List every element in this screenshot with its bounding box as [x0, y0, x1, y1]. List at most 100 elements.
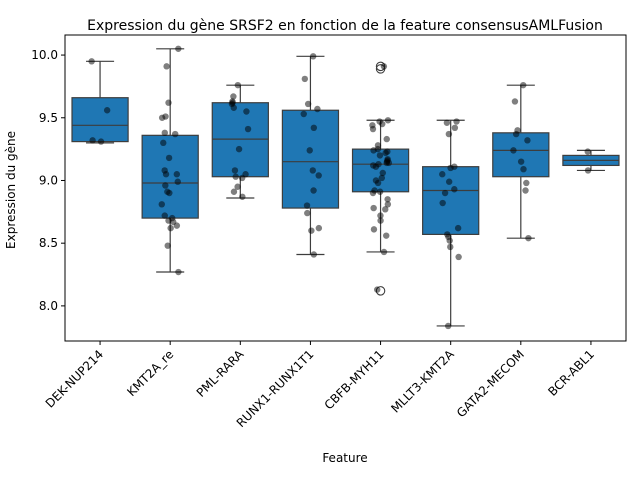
data-point — [383, 159, 390, 167]
data-point — [378, 174, 385, 182]
data-point — [314, 105, 321, 113]
data-point — [374, 179, 382, 187]
data-point — [166, 189, 173, 197]
box-iqr — [211, 102, 269, 178]
data-point — [244, 125, 252, 133]
data-point — [453, 118, 460, 125]
data-point — [372, 163, 380, 170]
y-tick-label: 9.5 — [39, 111, 58, 125]
data-point — [301, 75, 309, 83]
data-point — [164, 242, 171, 249]
data-point — [97, 138, 105, 145]
data-point — [158, 114, 166, 121]
axes-frame — [64, 34, 627, 342]
data-point — [175, 268, 182, 276]
data-point — [370, 226, 378, 233]
data-point — [523, 179, 530, 187]
data-point — [383, 232, 390, 239]
data-point — [162, 171, 170, 178]
data-point — [369, 189, 377, 197]
y-axis-label: Expression du gène — [4, 131, 18, 249]
data-point — [103, 107, 111, 114]
data-point — [234, 183, 241, 190]
data-point — [310, 187, 317, 194]
data-point — [239, 193, 246, 200]
data-point — [384, 201, 392, 208]
box-group — [71, 60, 129, 144]
data-point — [163, 63, 170, 70]
plot-area — [71, 45, 620, 330]
data-point — [370, 204, 377, 212]
data-point — [455, 253, 462, 261]
chart-title: Expression du gène SRSF2 en fonction de … — [87, 18, 603, 34]
data-point — [235, 145, 243, 153]
data-point — [451, 186, 458, 193]
data-point — [230, 104, 237, 111]
data-point — [520, 81, 527, 89]
data-point — [243, 108, 250, 115]
data-point — [384, 117, 392, 124]
data-point — [309, 53, 317, 60]
box-group — [281, 55, 340, 256]
data-point — [377, 212, 384, 219]
data-point — [309, 167, 316, 174]
data-point — [511, 98, 519, 105]
data-point — [384, 196, 391, 203]
data-point — [89, 137, 96, 144]
data-point — [234, 81, 242, 89]
y-tick-label: 9.0 — [39, 173, 58, 187]
data-point — [446, 237, 453, 244]
data-point — [315, 172, 322, 179]
data-point — [158, 201, 165, 208]
data-point — [238, 174, 246, 182]
data-point — [308, 227, 315, 234]
data-point — [173, 222, 181, 229]
data-point — [382, 149, 389, 157]
data-point — [303, 202, 311, 209]
data-point — [370, 147, 377, 154]
data-point — [304, 209, 311, 217]
data-point — [171, 130, 179, 138]
y-tick-label: 10.0 — [31, 48, 58, 62]
data-point — [510, 147, 517, 154]
data-point — [231, 167, 239, 174]
data-point — [380, 248, 388, 256]
data-point — [439, 199, 446, 207]
data-point — [161, 212, 168, 219]
box-iqr — [141, 134, 199, 219]
box-iqr — [281, 109, 340, 209]
x-axis-label: Feature — [322, 451, 367, 465]
data-point — [524, 137, 531, 144]
data-point — [173, 171, 181, 178]
data-point — [584, 167, 592, 174]
data-point — [161, 129, 168, 137]
box-group — [422, 119, 480, 327]
data-point — [232, 173, 239, 180]
data-point — [522, 187, 529, 194]
data-point — [441, 189, 449, 197]
data-point — [525, 234, 532, 242]
y-tick-label: 8.0 — [39, 299, 58, 313]
box-iqr — [71, 97, 129, 143]
data-point — [230, 188, 238, 195]
data-point — [165, 99, 172, 106]
data-point — [174, 178, 181, 185]
data-point — [444, 322, 452, 330]
y-tick-label: 8.5 — [39, 236, 58, 250]
data-point — [304, 100, 312, 108]
box-group — [211, 84, 269, 199]
data-point — [382, 206, 389, 213]
data-point — [175, 45, 182, 52]
data-point — [447, 164, 454, 172]
data-point — [310, 124, 318, 132]
data-point — [451, 124, 459, 132]
data-point — [439, 171, 446, 178]
data-point — [445, 178, 453, 185]
data-point — [512, 130, 520, 138]
data-point — [445, 130, 453, 138]
data-point — [383, 135, 390, 143]
data-point — [167, 224, 174, 232]
data-point — [315, 224, 323, 232]
data-point — [369, 125, 377, 133]
data-point — [306, 147, 313, 154]
